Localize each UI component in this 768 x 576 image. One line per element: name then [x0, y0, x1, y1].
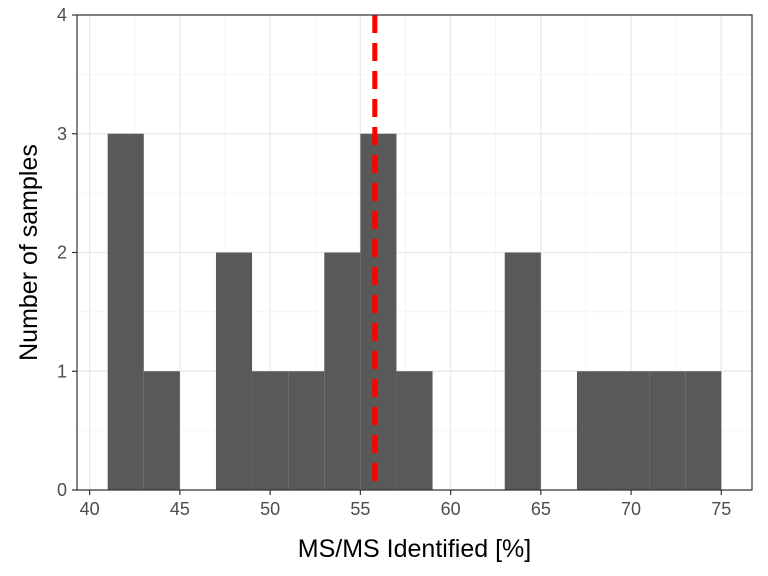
x-axis: 40 45 50 55 60 65 70 75: [80, 490, 731, 519]
histogram-bar: [649, 371, 686, 490]
y-axis: 0 1 2 3 4: [57, 5, 77, 500]
histogram-bar: [576, 371, 614, 490]
x-axis-title: MS/MS Identified [%]: [298, 535, 531, 563]
histogram-bar: [613, 371, 650, 490]
x-tick-label: 65: [531, 499, 551, 519]
y-axis-title: Number of samples: [15, 144, 43, 361]
histogram-bar: [107, 133, 144, 490]
histogram-bar: [252, 371, 289, 490]
x-tick-label: 50: [260, 499, 280, 519]
histogram-bar: [396, 371, 433, 490]
histogram-bar: [685, 371, 722, 490]
x-tick-label: 45: [170, 499, 190, 519]
histogram-bar: [288, 371, 325, 490]
histogram-bar: [504, 252, 541, 490]
y-tick-label: 1: [57, 361, 67, 381]
x-tick-label: 75: [711, 499, 731, 519]
y-tick-label: 2: [57, 243, 67, 263]
y-tick-label: 4: [57, 5, 67, 25]
histogram-bar: [324, 252, 361, 490]
x-tick-label: 40: [80, 499, 100, 519]
histogram-bars: [107, 133, 722, 490]
histogram-bar: [215, 252, 253, 490]
x-tick-label: 55: [350, 499, 370, 519]
x-tick-label: 70: [621, 499, 641, 519]
y-tick-label: 3: [57, 124, 67, 144]
x-tick-label: 60: [441, 499, 461, 519]
y-tick-label: 0: [57, 480, 67, 500]
histogram-bar: [360, 133, 397, 490]
histogram-bar: [143, 371, 180, 490]
